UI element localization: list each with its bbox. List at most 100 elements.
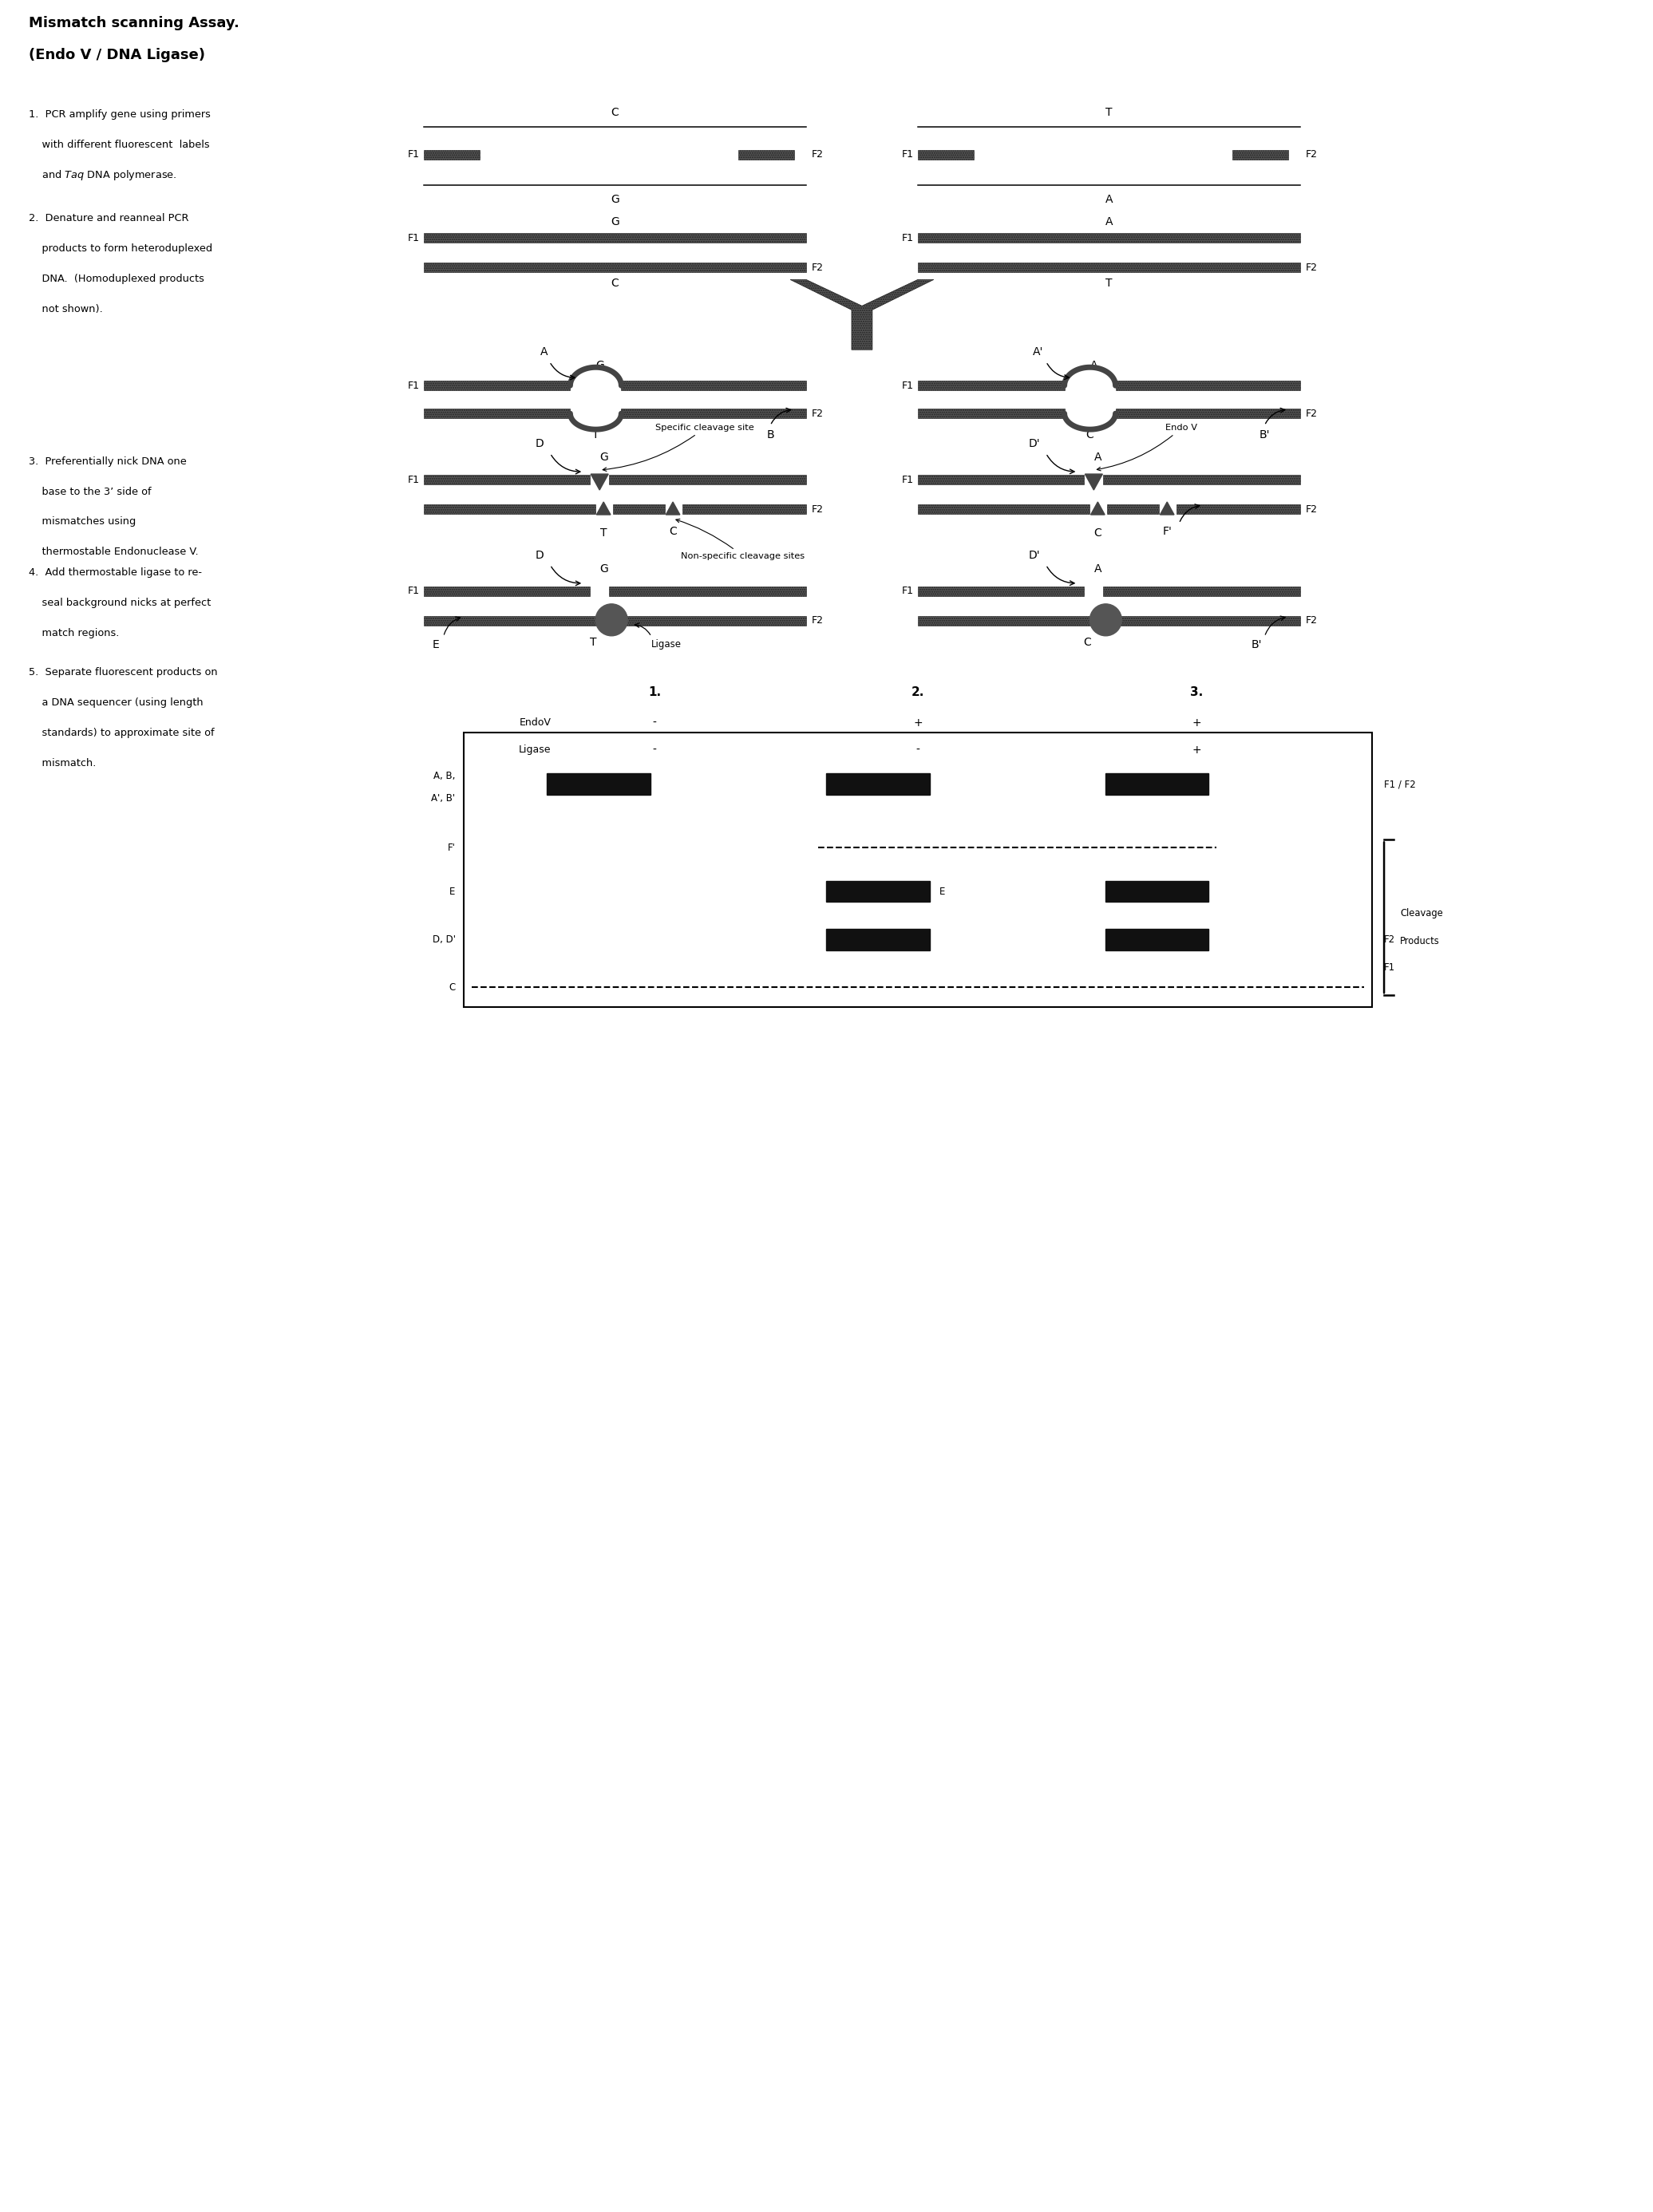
Text: +: + [912,717,922,728]
Bar [917,263,1301,272]
Circle shape [1089,604,1122,635]
Bar [1103,476,1301,484]
Text: T: T [592,429,598,440]
Text: F2: F2 [812,409,823,418]
Bar [917,586,1084,595]
Bar [683,504,807,513]
Text: 1.: 1. [648,686,661,699]
Text: -: - [916,743,919,754]
Text: F2: F2 [1306,504,1317,515]
Text: D': D' [1028,438,1040,449]
Text: base to the 3’ side of: base to the 3’ side of [30,487,152,498]
Text: E: E [431,639,440,650]
Bar [610,586,807,595]
Text: +: + [1192,743,1202,754]
Text: F1: F1 [903,473,914,484]
Bar [463,732,1372,1006]
Text: B': B' [1260,429,1270,440]
Bar [423,234,807,243]
Text: 2.  Denature and reanneal PCR: 2. Denature and reanneal PCR [30,212,188,223]
Text: F1: F1 [903,148,914,159]
Bar [917,476,1084,484]
Text: mismatches using: mismatches using [30,518,136,526]
Text: seal background nicks at perfect: seal background nicks at perfect [30,597,212,608]
Bar [917,380,1065,389]
Text: A, B,: A, B, [433,772,456,781]
Bar [826,929,929,951]
Text: G: G [600,564,608,575]
Bar [1116,380,1301,389]
Circle shape [595,604,628,635]
Bar [1108,504,1159,513]
Text: Specific cleavage site: Specific cleavage site [603,425,754,471]
Text: -: - [653,717,656,728]
Text: C: C [612,106,618,117]
Text: (Endo V / DNA Ligase): (Endo V / DNA Ligase) [30,49,205,62]
Text: F2: F2 [812,148,823,159]
Text: products to form heteroduplexed: products to form heteroduplexed [30,243,213,254]
Text: F1: F1 [903,586,914,597]
Text: A: A [1094,451,1101,462]
Text: F2: F2 [812,615,823,626]
Text: F2: F2 [1306,409,1317,418]
Text: with different fluorescent  labels: with different fluorescent labels [30,139,210,150]
Text: F2: F2 [812,263,823,272]
Text: T: T [600,526,607,538]
Text: D': D' [1028,551,1040,562]
Bar [622,380,807,389]
Text: B: B [767,429,774,440]
Bar [917,504,1089,513]
Text: mismatch.: mismatch. [30,759,96,768]
Text: 3.  Preferentially nick DNA one: 3. Preferentially nick DNA one [30,456,187,467]
Text: C: C [1094,526,1101,538]
Text: -: - [653,743,656,754]
Text: E: E [939,887,946,896]
Bar [917,615,1301,626]
Text: 4.  Add thermostable ligase to re-: 4. Add thermostable ligase to re- [30,568,202,577]
Text: E: E [450,887,456,896]
Text: T: T [1106,279,1112,290]
Text: standards) to approximate site of: standards) to approximate site of [30,728,215,739]
Text: C: C [669,526,676,538]
Polygon shape [1091,502,1104,515]
Text: A', B': A', B' [431,794,456,803]
Text: A: A [1089,361,1098,372]
Text: G: G [610,192,620,206]
Bar [423,380,570,389]
Text: F1: F1 [408,473,420,484]
Text: F1: F1 [408,232,420,243]
Polygon shape [790,279,934,349]
Bar [1106,929,1208,951]
Bar [826,774,929,794]
Text: Ligase: Ligase [651,639,681,650]
Text: F1 / F2: F1 / F2 [1384,779,1417,790]
Text: A: A [1106,217,1112,228]
Text: not shown).: not shown). [30,303,102,314]
Polygon shape [666,502,679,515]
Bar [423,409,570,418]
Bar [1233,150,1288,159]
Polygon shape [1160,502,1174,515]
Bar [423,150,479,159]
Text: A: A [1094,564,1101,575]
Text: 3.: 3. [1190,686,1203,699]
Text: F2: F2 [812,504,823,515]
Text: a DNA sequencer (using length: a DNA sequencer (using length [30,697,203,708]
Text: G: G [595,361,603,372]
Text: A: A [541,347,547,358]
Text: Cleavage: Cleavage [1400,909,1443,918]
Text: Non-specific cleavage sites: Non-specific cleavage sites [676,520,805,560]
Bar [826,880,929,902]
Text: F1: F1 [903,232,914,243]
Text: 1.  PCR amplify gene using primers: 1. PCR amplify gene using primers [30,108,212,119]
Bar [917,234,1301,243]
Text: F': F' [448,843,456,854]
Text: F1: F1 [903,380,914,392]
Text: A': A' [1033,347,1043,358]
Text: G: G [600,451,608,462]
Text: F1: F1 [408,380,420,392]
Text: F2: F2 [1306,615,1317,626]
Text: T: T [590,637,597,648]
Text: Products: Products [1400,936,1440,947]
Text: match regions.: match regions. [30,628,119,639]
